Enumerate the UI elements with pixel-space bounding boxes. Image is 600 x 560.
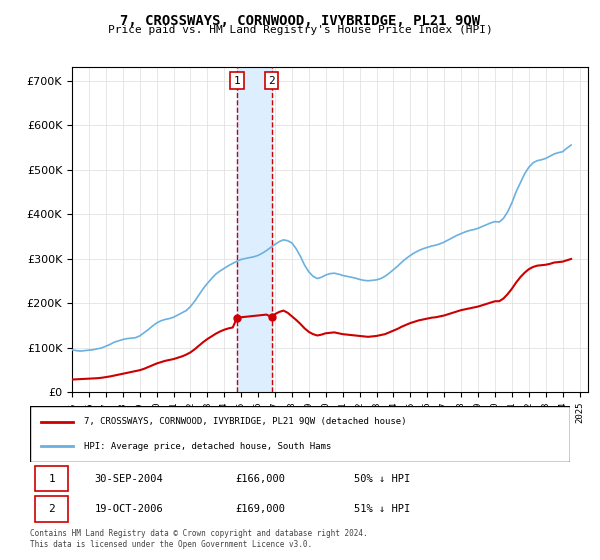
Text: 7, CROSSWAYS, CORNWOOD, IVYBRIDGE, PL21 9QW (detached house): 7, CROSSWAYS, CORNWOOD, IVYBRIDGE, PL21 … xyxy=(84,417,407,426)
Text: 30-SEP-2004: 30-SEP-2004 xyxy=(95,474,164,484)
Text: 1: 1 xyxy=(233,76,241,86)
Text: 50% ↓ HPI: 50% ↓ HPI xyxy=(354,474,410,484)
Text: 2: 2 xyxy=(48,504,55,514)
Text: £169,000: £169,000 xyxy=(235,504,285,514)
Bar xyxy=(237,67,272,392)
Text: HPI: Average price, detached house, South Hams: HPI: Average price, detached house, Sout… xyxy=(84,442,331,451)
Text: 51% ↓ HPI: 51% ↓ HPI xyxy=(354,504,410,514)
Text: £166,000: £166,000 xyxy=(235,474,285,484)
FancyBboxPatch shape xyxy=(35,466,68,492)
Text: This data is licensed under the Open Government Licence v3.0.: This data is licensed under the Open Gov… xyxy=(30,540,312,549)
Text: 7, CROSSWAYS, CORNWOOD, IVYBRIDGE, PL21 9QW: 7, CROSSWAYS, CORNWOOD, IVYBRIDGE, PL21 … xyxy=(120,14,480,28)
Text: 1: 1 xyxy=(48,474,55,484)
Text: Contains HM Land Registry data © Crown copyright and database right 2024.: Contains HM Land Registry data © Crown c… xyxy=(30,529,368,538)
FancyBboxPatch shape xyxy=(35,496,68,522)
Text: 19-OCT-2006: 19-OCT-2006 xyxy=(95,504,164,514)
Text: Price paid vs. HM Land Registry's House Price Index (HPI): Price paid vs. HM Land Registry's House … xyxy=(107,25,493,35)
FancyBboxPatch shape xyxy=(30,406,570,462)
Text: 2: 2 xyxy=(268,76,275,86)
